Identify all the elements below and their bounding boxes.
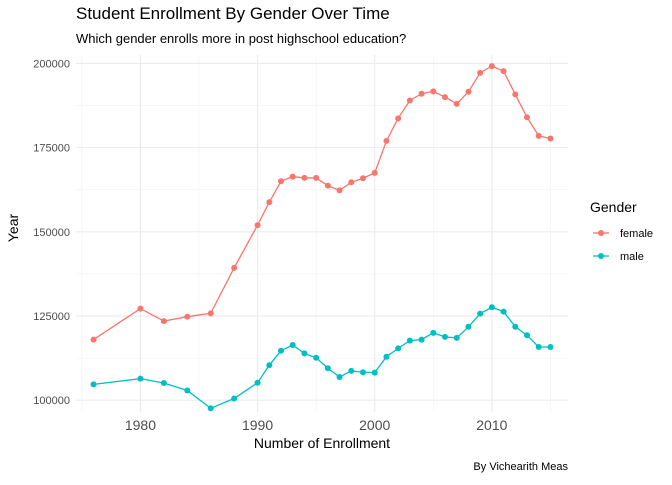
data-point-female (184, 313, 191, 320)
data-point-male (266, 362, 273, 369)
data-point-male (500, 308, 507, 315)
y-tick-label: 175000 (33, 143, 70, 155)
data-point-female (289, 173, 296, 180)
data-point-male (524, 332, 530, 339)
data-point-male (160, 380, 167, 387)
data-point-male (137, 375, 144, 382)
legend: Gender female male (590, 199, 653, 263)
data-point-female (488, 63, 495, 70)
data-point-female (348, 179, 355, 186)
data-point-female (137, 305, 144, 312)
data-point-male (313, 354, 320, 361)
data-point-female (360, 175, 366, 182)
chart-title: Student Enrollment By Gender Over Time (76, 4, 390, 23)
y-tick-label: 200000 (33, 58, 70, 70)
data-point-male (289, 341, 296, 348)
y-tick-label: 100000 (33, 395, 70, 407)
data-point-female (500, 68, 507, 75)
data-point-female (160, 318, 167, 325)
data-point-female (547, 135, 554, 142)
data-point-female (383, 137, 390, 144)
data-point-female (371, 169, 378, 176)
data-point-male (184, 387, 191, 394)
data-point-male (278, 347, 284, 354)
legend-title: Gender (590, 199, 637, 215)
data-point-female (301, 174, 308, 181)
data-point-female (535, 132, 542, 139)
data-point-female (430, 88, 437, 95)
data-point-female (453, 100, 460, 107)
data-point-male (336, 373, 343, 380)
y-tick-label: 150000 (33, 227, 70, 239)
data-point-female (324, 182, 331, 189)
data-point-female (406, 97, 413, 104)
legend-item-female: female (593, 228, 653, 240)
legend-item-male: male (593, 251, 644, 263)
data-point-female (477, 69, 484, 76)
data-point-male (547, 344, 554, 350)
data-point-male (360, 369, 366, 376)
data-point-female (266, 199, 273, 206)
x-tick-label: 2010 (476, 417, 507, 433)
data-point-male (453, 334, 460, 341)
x-axis-ticks: 1980 1990 2000 2010 (125, 417, 508, 433)
data-point-male (383, 353, 390, 360)
y-tick-label: 125000 (33, 311, 70, 323)
chart-caption: By Vichearith Meas (473, 461, 568, 473)
data-point-male (406, 337, 413, 344)
x-tick-label: 1990 (242, 417, 273, 433)
data-point-male (442, 333, 448, 340)
legend-key-point (598, 230, 604, 236)
data-point-male (301, 350, 308, 357)
data-point-female (313, 174, 320, 181)
series-male (90, 304, 554, 412)
data-point-male (207, 405, 214, 412)
x-tick-label: 2000 (359, 417, 390, 433)
data-point-female (278, 178, 284, 185)
data-point-female (395, 115, 402, 122)
series-layer (90, 63, 554, 412)
data-point-female (207, 310, 214, 317)
legend-label: female (620, 228, 653, 240)
series-line-female (93, 65, 551, 341)
data-point-male (395, 345, 402, 352)
data-point-male (465, 323, 472, 330)
legend-items: female male (593, 228, 653, 263)
data-point-male (512, 323, 519, 330)
x-axis-label: Number of Enrollment (254, 435, 390, 451)
data-point-male (488, 304, 495, 311)
data-point-female (254, 222, 261, 229)
series-female (90, 63, 554, 343)
data-point-male (418, 336, 425, 343)
data-point-female (442, 94, 448, 101)
data-point-female (512, 91, 519, 98)
data-point-male (348, 367, 355, 374)
grid (76, 55, 568, 412)
data-point-male (477, 310, 484, 317)
data-point-male (430, 329, 437, 336)
data-point-female (336, 187, 343, 194)
data-point-female (90, 336, 97, 343)
data-point-male (535, 344, 542, 350)
data-point-male (371, 369, 378, 376)
data-point-female (418, 90, 425, 97)
legend-label: male (620, 251, 644, 263)
chart-subtitle: Which gender enrolls more in post highsc… (76, 31, 406, 46)
data-point-male (324, 365, 331, 372)
data-point-male (231, 395, 238, 402)
y-axis-label: Year (5, 214, 21, 243)
data-point-female (231, 264, 238, 271)
data-point-female (465, 88, 472, 95)
data-point-male (254, 379, 261, 386)
data-point-male (90, 381, 97, 388)
legend-key-point (598, 253, 604, 259)
y-axis-ticks: 100000 125000 150000 175000 200000 (33, 58, 70, 407)
x-tick-label: 1980 (125, 417, 156, 433)
data-point-female (524, 114, 530, 121)
